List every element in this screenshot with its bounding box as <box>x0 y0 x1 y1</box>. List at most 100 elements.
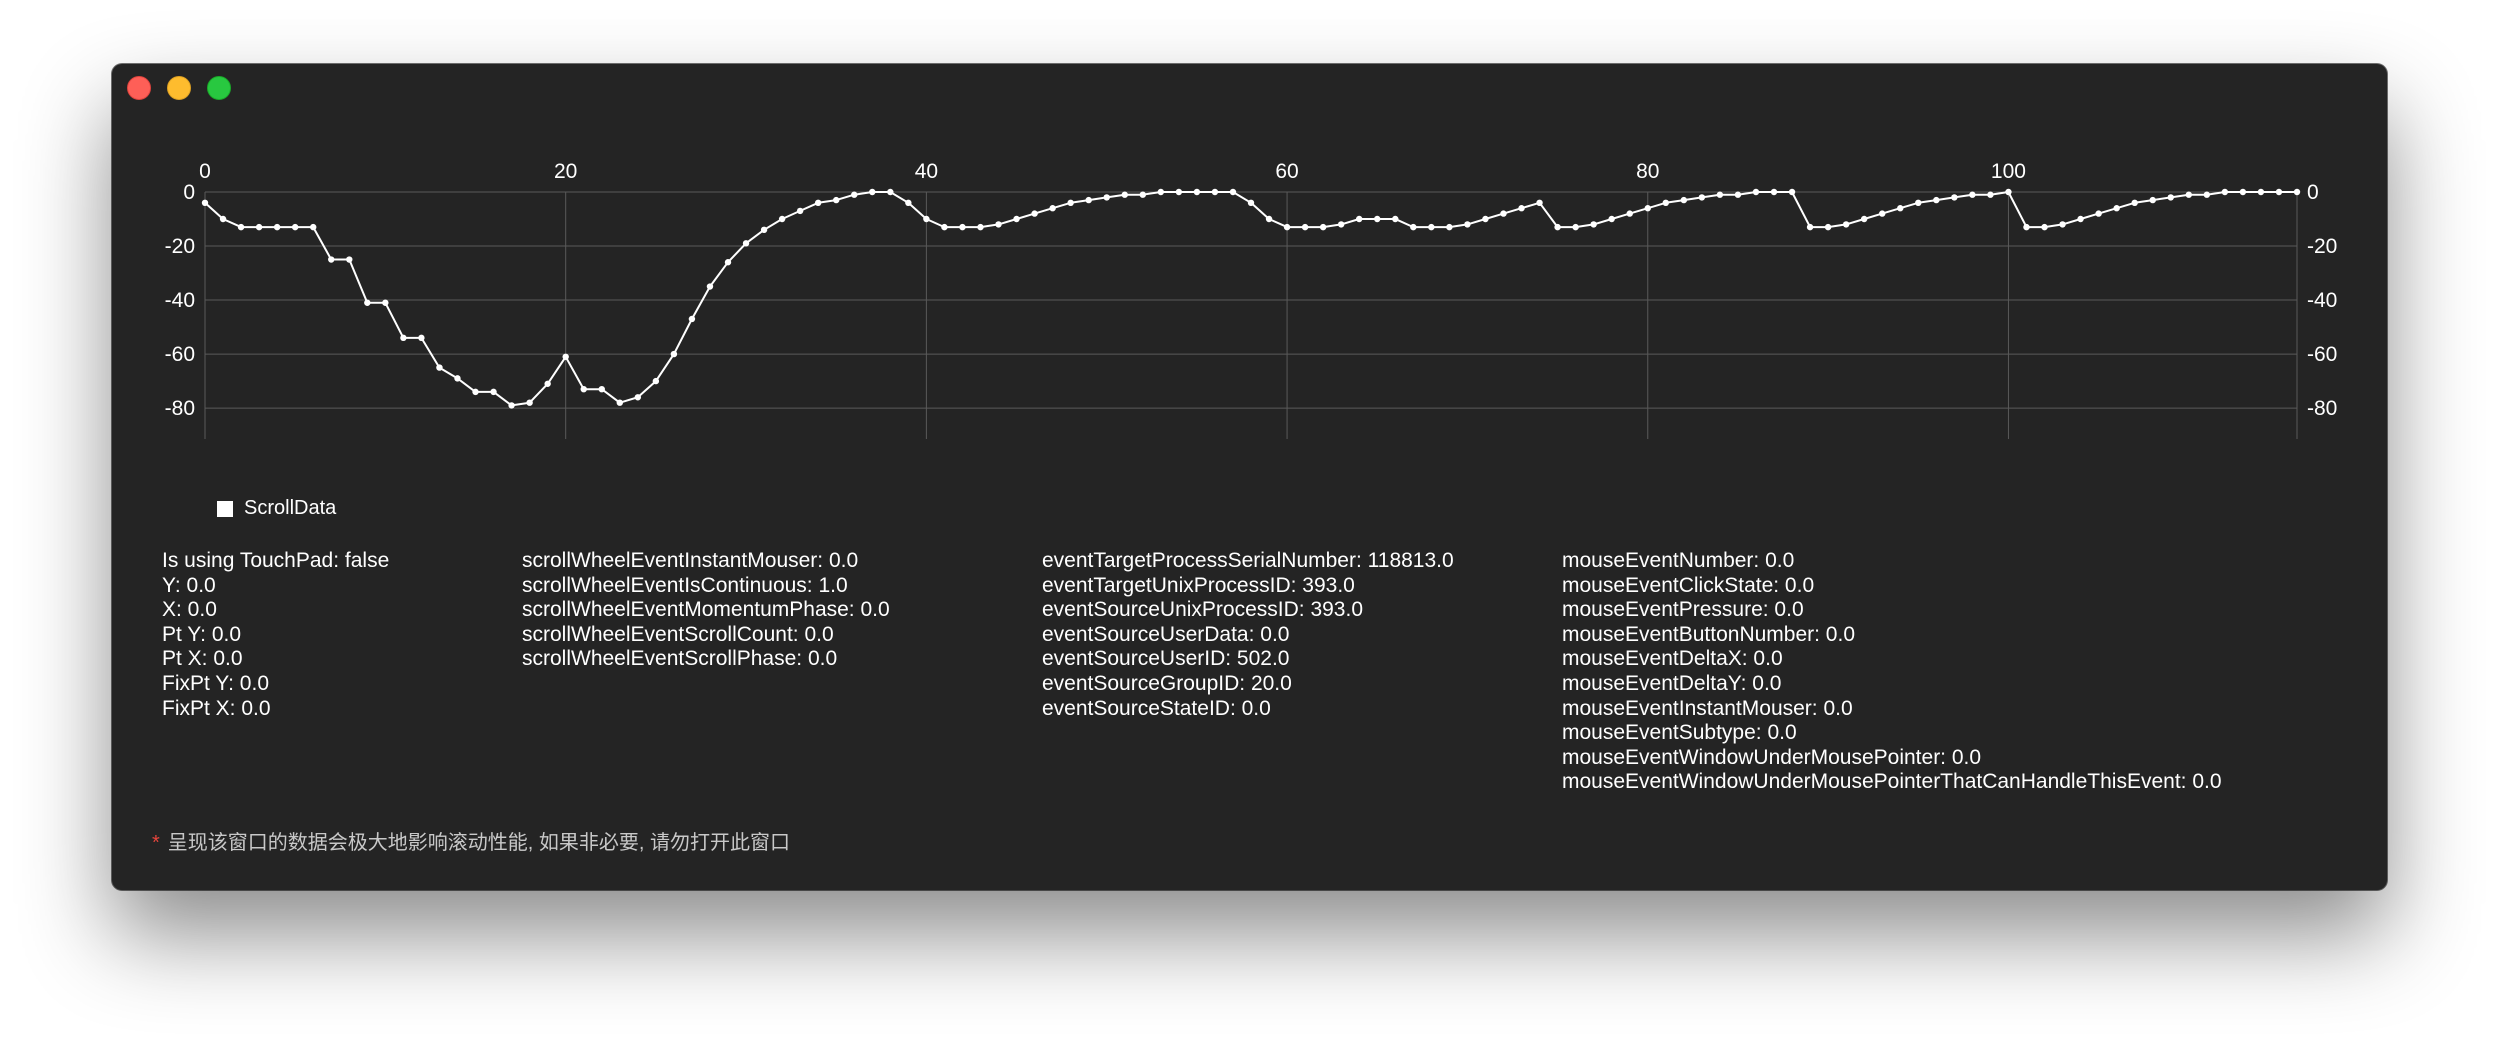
info-line: mouseEventDeltaX: 0.0 <box>1562 647 1783 671</box>
data-point <box>742 240 750 247</box>
info-line: Is using TouchPad: false <box>162 549 390 572</box>
data-point <box>887 188 894 196</box>
data-point <box>1067 199 1074 207</box>
info-line: mouseEventWindowUnderMousePointerThatCan… <box>1562 770 2222 794</box>
data-point <box>1951 194 1958 201</box>
data-point <box>1139 191 1146 198</box>
data-point <box>1536 199 1543 207</box>
data-point <box>2131 199 2138 207</box>
data-point <box>436 364 443 371</box>
info-line: scrollWheelEventMomentumPhase: 0.0 <box>522 598 890 622</box>
info-line: Y: 0.0 <box>162 573 216 597</box>
data-point <box>1518 205 1525 212</box>
data-point <box>2041 223 2048 231</box>
data-point <box>2005 188 2012 196</box>
y-tick-label-right: -60 <box>2307 343 2337 366</box>
data-point <box>328 256 335 263</box>
info-line: eventTargetUnixProcessID: 393.0 <box>1042 573 1355 597</box>
data-point <box>2239 188 2247 196</box>
info-line: FixPt X: 0.0 <box>162 696 271 720</box>
y-tick-label-right: -80 <box>2307 397 2337 420</box>
data-point <box>2293 188 2301 196</box>
data-point <box>1049 205 1056 212</box>
data-point <box>1879 210 1886 217</box>
y-tick-label-right: 0 <box>2307 181 2319 204</box>
data-point <box>2113 205 2120 212</box>
data-point <box>1464 221 1471 228</box>
data-point <box>814 199 822 207</box>
data-point <box>1356 215 1363 223</box>
x-tick-label: 80 <box>1636 160 1659 183</box>
data-point <box>2023 223 2030 231</box>
data-point <box>1392 215 1399 223</box>
data-point <box>1121 191 1128 198</box>
data-point <box>1608 215 1615 223</box>
data-point <box>1013 215 1020 223</box>
data-point <box>2167 194 2174 201</box>
data-point <box>760 226 768 234</box>
data-point <box>1031 210 1038 217</box>
data-point <box>941 223 948 231</box>
data-point <box>1590 221 1597 228</box>
info-line: mouseEventPressure: 0.0 <box>1562 598 1804 622</box>
data-point <box>1193 188 1201 196</box>
data-point <box>1644 205 1651 212</box>
data-point <box>255 223 263 231</box>
data-point <box>580 385 587 393</box>
scroll-data-chart: 0 0-20 -20-40 -40-60 -60-80 -800 20 40 60 80 100 <box>165 160 2337 439</box>
data-point <box>2095 210 2102 217</box>
data-point <box>201 199 209 207</box>
data-point <box>1788 188 1796 196</box>
y-tick-label-right: -20 <box>2307 235 2337 258</box>
data-point <box>2149 196 2156 204</box>
data-point <box>346 256 353 263</box>
data-point <box>1103 194 1110 201</box>
data-point <box>616 399 623 406</box>
x-tick-label: 60 <box>1275 160 1298 183</box>
x-tick-label: 0 <box>199 160 211 183</box>
info-line: X: 0.0 <box>162 598 217 622</box>
data-point <box>2275 188 2283 196</box>
close-button[interactable] <box>127 76 151 100</box>
data-point <box>706 283 714 290</box>
info-line: scrollWheelEventScrollPhase: 0.0 <box>522 647 838 671</box>
data-point <box>237 223 245 231</box>
info-line: eventTargetProcessSerialNumber: 118813.0 <box>1042 549 1454 572</box>
data-point <box>869 188 876 196</box>
y-tick-label-left: -60 <box>165 343 195 366</box>
data-point <box>400 334 407 342</box>
performance-warning: * 呈现该窗口的数据会极大地影响滚动性能, 如果非必要, 请勿打开此窗口 <box>152 826 790 855</box>
data-point <box>1265 215 1273 223</box>
data-point <box>1770 188 1778 196</box>
x-tick-label: 40 <box>915 160 938 183</box>
data-point <box>851 191 858 198</box>
data-point <box>1283 223 1291 231</box>
data-point <box>382 299 389 306</box>
chart-legend: ScrollData <box>217 497 336 520</box>
data-point <box>1752 188 1760 196</box>
scroll-monitor-window: 0 0 -20 -20 -40 -40 -60 -60 -80 -80 0 20 40 60 80 100 S… <box>112 64 2387 890</box>
y-tick-label-left: 0 <box>183 181 195 204</box>
data-point <box>454 375 461 382</box>
data-point <box>310 223 317 231</box>
info-line: eventSourceGroupID: 20.0 <box>1042 671 1292 695</box>
info-column-general: Is using TouchPad: false Y: 0.0 X: 0.0 P… <box>162 549 389 721</box>
data-point <box>490 388 497 396</box>
data-point <box>1824 223 1832 231</box>
data-point <box>508 402 515 409</box>
data-point <box>923 215 930 223</box>
info-line: scrollWheelEventScrollCount: 0.0 <box>522 622 834 646</box>
data-point <box>977 223 984 231</box>
zoom-button[interactable] <box>207 76 231 100</box>
info-line: Pt X: 0.0 <box>162 647 243 671</box>
info-column-scroll-wheel: scrollWheelEventInstantMouser: 0.0 scrol… <box>522 549 890 672</box>
data-point <box>1987 191 1994 198</box>
minimize-button[interactable] <box>167 76 191 100</box>
data-point <box>364 299 371 306</box>
data-point <box>1933 196 1940 204</box>
data-point <box>833 196 840 204</box>
warning-asterisk: * <box>152 832 160 854</box>
data-point <box>1211 188 1219 196</box>
data-point <box>1680 196 1688 204</box>
y-tick-label-right: -40 <box>2307 289 2337 312</box>
